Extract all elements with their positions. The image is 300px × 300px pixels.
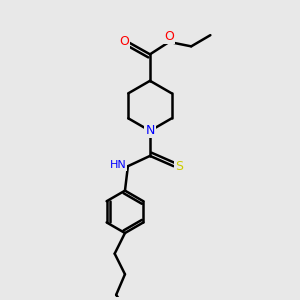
Text: O: O <box>164 30 174 43</box>
Text: O: O <box>119 35 129 48</box>
Text: HN: HN <box>110 160 126 170</box>
Text: N: N <box>145 124 155 137</box>
Text: S: S <box>175 160 183 173</box>
